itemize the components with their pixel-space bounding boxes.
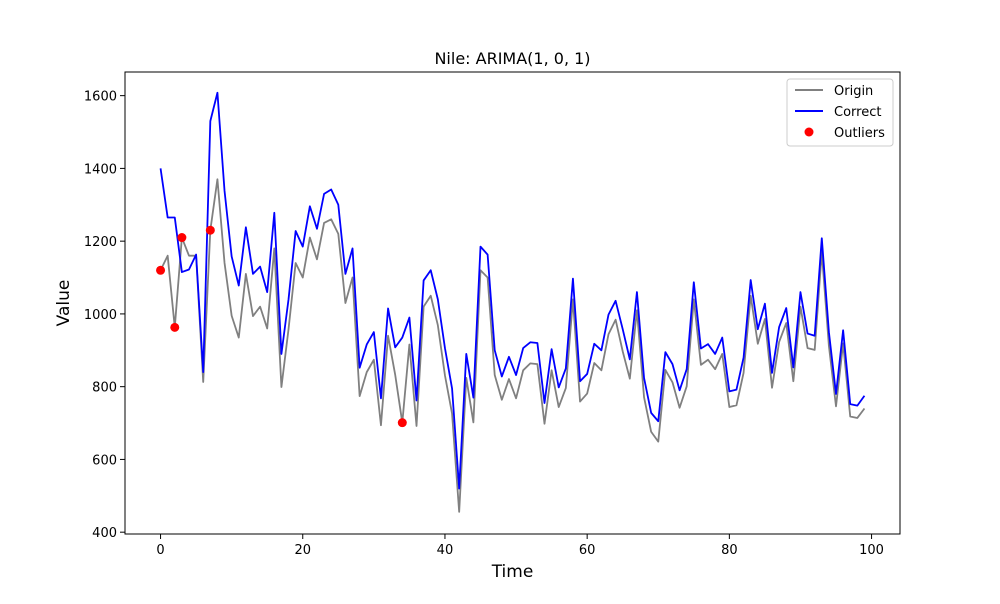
outlier-point — [177, 233, 187, 243]
y-tick-label: 400 — [92, 526, 117, 541]
outlier-point — [170, 322, 180, 332]
legend: Origin Correct Outliers — [786, 78, 894, 147]
y-tick-label: 800 — [92, 381, 117, 396]
series-layer — [156, 91, 866, 513]
plot-area-frame — [124, 71, 901, 535]
series-line-correct — [159, 91, 866, 490]
legend-origin-label: Origin — [834, 84, 873, 99]
x-tick-label: 80 — [721, 543, 738, 558]
x-tick-label: 0 — [156, 543, 164, 558]
x-tick-label: 40 — [437, 543, 454, 558]
y-axis: 400 600 800 1000 1200 1400 1600 — [84, 90, 125, 541]
y-tick-label: 1600 — [84, 90, 117, 105]
chart-title: Nile: ARIMA(1, 0, 1) — [434, 49, 590, 68]
x-axis: 0 20 40 60 80 100 — [156, 534, 884, 558]
x-tick-label: 20 — [294, 543, 311, 558]
x-tick-label: 60 — [579, 543, 596, 558]
y-tick-label: 1200 — [84, 235, 117, 250]
y-tick-label: 1000 — [84, 308, 117, 323]
outlier-point — [397, 418, 407, 428]
legend-outliers-label: Outliers — [834, 126, 885, 141]
legend-correct-label: Correct — [834, 105, 881, 120]
series-line-origin — [159, 178, 866, 513]
outlier-point — [205, 225, 215, 235]
legend-frame — [786, 78, 894, 147]
x-axis-label: Time — [491, 562, 534, 582]
x-tick-label: 100 — [859, 543, 884, 558]
legend-outliers-marker — [804, 127, 814, 137]
y-tick-label: 600 — [92, 453, 117, 468]
y-tick-label: 1400 — [84, 162, 117, 177]
y-axis-label: Value — [54, 280, 74, 327]
outlier-point — [156, 265, 166, 275]
